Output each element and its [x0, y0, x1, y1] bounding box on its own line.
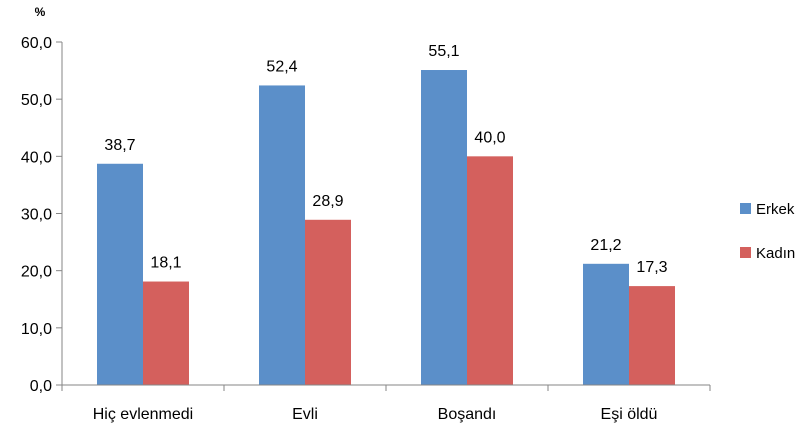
data-label: 40,0: [474, 129, 505, 146]
value-labels: 38,7 18,1 52,4 28,9 55,1 40,0 21,2 17,3: [104, 43, 667, 276]
data-label: 38,7: [104, 137, 135, 154]
legend-swatch: [740, 203, 751, 214]
y-tick-label: 40,0: [21, 149, 52, 166]
bar-erkek: [97, 163, 143, 385]
bar-kadin: [467, 156, 513, 385]
axes: [61, 42, 710, 386]
bars: [97, 70, 675, 386]
x-axis-labels: Hiç evlenmedi Evli Boşandı Eşi öldü: [61, 385, 711, 423]
bar-kadin: [143, 281, 189, 385]
y-tick-label: 20,0: [21, 264, 52, 281]
bar-erkek: [421, 70, 467, 386]
bar-erkek: [583, 263, 629, 385]
x-tick-label: Evli: [292, 406, 318, 423]
legend-label: Kadın: [756, 245, 795, 262]
y-axis-ticks: 0,0 10,0 20,0 30,0 40,0 50,0 60,0: [21, 35, 62, 395]
data-label: 55,1: [428, 43, 459, 60]
bar-kadin: [629, 286, 675, 385]
data-label: 17,3: [636, 259, 667, 276]
bar-erkek: [259, 85, 305, 386]
y-tick-label: 30,0: [21, 207, 52, 224]
bar-kadin: [305, 219, 351, 385]
y-tick-label: 0,0: [30, 378, 52, 395]
legend: Erkek Kadın: [740, 201, 795, 262]
y-tick-label: 50,0: [21, 92, 52, 109]
legend-swatch: [740, 247, 751, 258]
x-tick-label: Eşi öldü: [601, 406, 658, 423]
y-tick-label: 60,0: [21, 35, 52, 52]
x-tick-label: Hiç evlenmedi: [93, 406, 193, 423]
data-label: 21,2: [590, 237, 621, 254]
legend-label: Erkek: [756, 201, 795, 218]
x-tick-label: Boşandı: [438, 406, 497, 423]
data-label: 52,4: [266, 58, 297, 75]
y-axis-unit-label: %: [35, 5, 46, 19]
data-label: 28,9: [312, 193, 343, 210]
y-tick-label: 10,0: [21, 321, 52, 338]
data-label: 18,1: [150, 255, 181, 272]
